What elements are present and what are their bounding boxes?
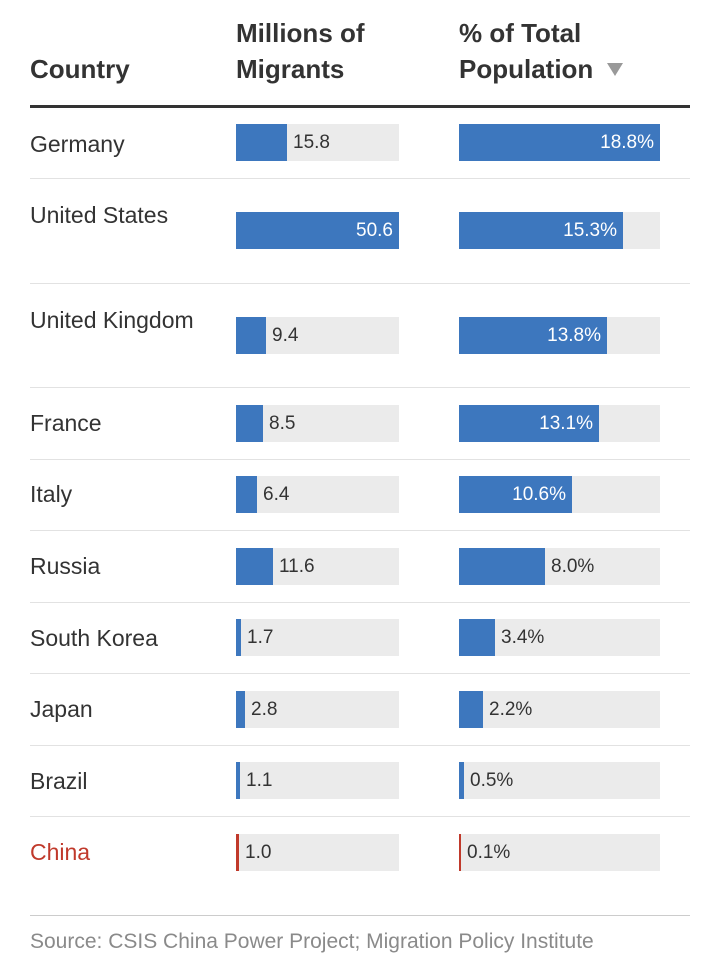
mig-bar-track: 1.1 xyxy=(236,762,399,799)
table-row: United Kingdom 9.4 13.8% xyxy=(30,284,690,388)
mig-value-label: 6.4 xyxy=(263,484,290,505)
country-label: South Korea xyxy=(30,625,158,651)
mig-bar xyxy=(236,476,257,513)
mig-value-label: 2.8 xyxy=(251,699,278,720)
country-label: United States xyxy=(30,202,169,228)
pct-value-label: 3.4% xyxy=(501,627,545,648)
country-label: Russia xyxy=(30,553,101,579)
pct-value-label: 0.1% xyxy=(467,842,511,863)
pct-value-label: 18.8% xyxy=(600,132,654,153)
table-row: Italy 6.4 10.6% xyxy=(30,460,690,531)
table-row: United States 50.6 15.3% xyxy=(30,179,690,284)
mig-bar xyxy=(236,124,287,161)
pct-bar-track: 13.1% xyxy=(459,405,660,442)
table-row: China 1.0 0.1% xyxy=(30,817,690,888)
mig-value-label: 8.5 xyxy=(269,413,296,434)
source-note: Source: CSIS China Power Project; Migrat… xyxy=(30,930,594,953)
pct-value-label: 0.5% xyxy=(470,770,514,791)
header-percent-label: % of Total Population xyxy=(459,18,594,84)
mig-bar xyxy=(236,548,273,585)
pct-bar-track: 8.0% xyxy=(459,548,660,585)
pct-bar-track: 0.1% xyxy=(459,834,660,871)
mig-bar xyxy=(236,317,266,354)
pct-bar xyxy=(459,834,461,871)
mig-value-label: 50.6 xyxy=(356,220,393,241)
pct-value-label: 13.1% xyxy=(539,413,593,434)
table-row: France 8.5 13.1% xyxy=(30,388,690,460)
mig-bar-track: 15.8 xyxy=(236,124,399,161)
pct-bar xyxy=(459,548,545,585)
mig-bar-track: 6.4 xyxy=(236,476,399,513)
mig-bar xyxy=(236,619,241,656)
pct-value-label: 15.3% xyxy=(563,220,617,241)
pct-bar-track: 2.2% xyxy=(459,691,660,728)
mig-bar-track: 11.6 xyxy=(236,548,399,585)
table-row: Germany 15.8 18.8% xyxy=(30,108,690,179)
mig-bar-track: 8.5 xyxy=(236,405,399,442)
country-label: Japan xyxy=(30,696,93,722)
mig-bar-track: 9.4 xyxy=(236,317,399,354)
pct-bar-track: 0.5% xyxy=(459,762,660,799)
mig-bar xyxy=(236,762,240,799)
pct-value-label: 2.2% xyxy=(489,699,533,720)
mig-bar xyxy=(236,691,245,728)
pct-value-label: 13.8% xyxy=(547,325,601,346)
header-migrants[interactable]: Millions of Migrants xyxy=(236,18,365,84)
header-country[interactable]: Country xyxy=(30,54,130,84)
pct-bar xyxy=(459,691,483,728)
table-header: Country Millions of Migrants % of Total … xyxy=(30,18,690,108)
mig-value-label: 1.7 xyxy=(247,627,274,648)
mig-bar-track: 2.8 xyxy=(236,691,399,728)
pct-bar xyxy=(459,212,623,249)
pct-bar xyxy=(459,762,464,799)
pct-value-label: 10.6% xyxy=(512,484,566,505)
country-label: China xyxy=(30,839,91,865)
table-row: Russia 11.6 8.0% xyxy=(30,531,690,603)
header-percent[interactable]: % of Total Population xyxy=(459,15,699,87)
table-row: South Korea 1.7 3.4% xyxy=(30,603,690,674)
pct-bar xyxy=(459,317,607,354)
country-label: Italy xyxy=(30,481,73,507)
mig-value-label: 1.0 xyxy=(245,842,272,863)
pct-bar xyxy=(459,476,572,513)
country-label: United Kingdom xyxy=(30,307,194,333)
mig-value-label: 11.6 xyxy=(279,556,315,577)
pct-bar-track: 18.8% xyxy=(459,124,660,161)
country-label: France xyxy=(30,410,102,436)
pct-value-label: 8.0% xyxy=(551,556,595,577)
chart-footer: Source: CSIS China Power Project; Migrat… xyxy=(30,915,690,956)
pct-bar-track: 3.4% xyxy=(459,619,660,656)
pct-bar-track: 13.8% xyxy=(459,317,660,354)
mig-bar xyxy=(236,212,399,249)
country-label: Germany xyxy=(30,131,125,157)
mig-bar-track: 1.7 xyxy=(236,619,399,656)
mig-bar xyxy=(236,834,239,871)
mig-value-label: 15.8 xyxy=(293,132,330,153)
pct-bar xyxy=(459,405,599,442)
pct-bar-track: 10.6% xyxy=(459,476,660,513)
table-row: Brazil 1.1 0.5% xyxy=(30,746,690,817)
mig-bar-track: 1.0 xyxy=(236,834,399,871)
pct-bar xyxy=(459,124,660,161)
pct-bar-track: 15.3% xyxy=(459,212,660,249)
mig-bar-track: 50.6 xyxy=(236,212,399,249)
table-row: Japan 2.8 2.2% xyxy=(30,674,690,746)
pct-bar xyxy=(459,619,495,656)
mig-bar xyxy=(236,405,263,442)
country-label: Brazil xyxy=(30,768,88,794)
sort-descending-icon[interactable] xyxy=(607,62,624,76)
mig-value-label: 9.4 xyxy=(272,325,299,346)
mig-value-label: 1.1 xyxy=(246,770,273,791)
